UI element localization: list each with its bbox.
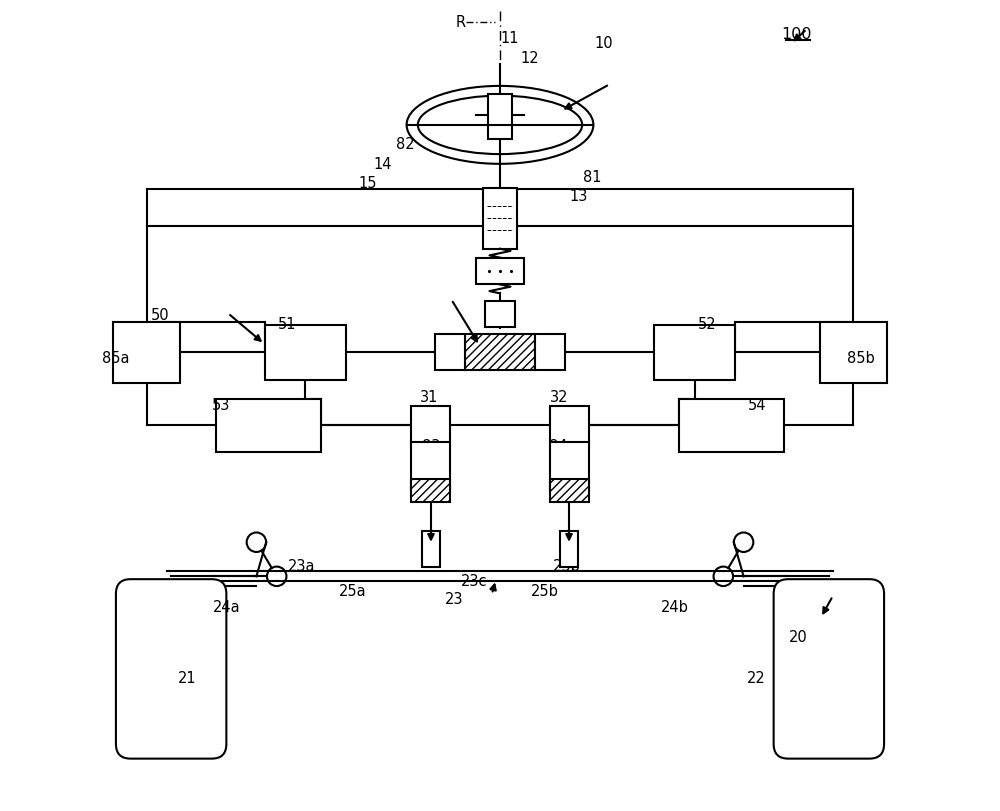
Text: 15: 15	[358, 176, 377, 191]
Bar	[113, 323, 180, 384]
Text: 12: 12	[521, 51, 539, 66]
Text: 20: 20	[789, 629, 807, 644]
Bar	[820, 323, 887, 384]
Text: 24b: 24b	[661, 599, 689, 614]
Bar	[483, 189, 517, 250]
Bar	[488, 95, 512, 140]
Text: R: R	[456, 15, 466, 30]
Bar	[550, 479, 589, 502]
Bar	[411, 479, 450, 502]
Bar	[411, 406, 450, 445]
Text: 11: 11	[500, 32, 519, 46]
Bar	[411, 442, 450, 491]
Text: 84: 84	[549, 439, 568, 453]
Text: 23b: 23b	[553, 559, 580, 573]
Text: 33: 33	[416, 483, 434, 497]
Text: 14: 14	[373, 157, 392, 171]
Bar	[465, 334, 535, 371]
Bar	[476, 259, 524, 285]
Bar	[560, 531, 578, 568]
Bar	[535, 334, 565, 371]
Text: 52: 52	[698, 317, 716, 332]
Text: 34: 34	[548, 483, 566, 497]
Ellipse shape	[418, 97, 582, 155]
Bar	[422, 531, 440, 568]
Text: 54: 54	[748, 398, 767, 413]
Text: 50: 50	[151, 307, 170, 322]
Bar	[679, 400, 784, 453]
Text: 31: 31	[420, 389, 439, 404]
Text: 24a: 24a	[213, 599, 240, 614]
Bar	[435, 334, 465, 371]
Bar	[265, 325, 346, 380]
Text: 85a: 85a	[102, 350, 130, 365]
Bar	[654, 325, 735, 380]
Text: 23: 23	[444, 591, 463, 606]
Bar	[216, 400, 321, 453]
Text: 13: 13	[570, 189, 588, 204]
Text: 53: 53	[212, 398, 231, 413]
FancyBboxPatch shape	[116, 580, 226, 759]
Text: 25b: 25b	[531, 583, 559, 598]
Text: 82: 82	[396, 137, 414, 152]
Text: 21: 21	[178, 671, 197, 685]
Text: 81: 81	[583, 169, 602, 184]
Text: 23c: 23c	[461, 573, 487, 588]
Text: 25a: 25a	[338, 583, 366, 598]
Text: 100: 100	[781, 28, 812, 42]
Text: 22: 22	[746, 671, 765, 685]
Bar	[550, 406, 589, 445]
Text: 10: 10	[595, 36, 613, 50]
FancyBboxPatch shape	[774, 580, 884, 759]
Text: 23a: 23a	[288, 559, 316, 573]
Text: 83: 83	[422, 439, 440, 453]
Bar	[485, 302, 515, 328]
Ellipse shape	[407, 87, 593, 165]
Text: 51: 51	[278, 317, 297, 332]
Text: 85b: 85b	[847, 350, 875, 365]
Text: 32: 32	[550, 389, 569, 404]
Bar	[550, 442, 589, 491]
